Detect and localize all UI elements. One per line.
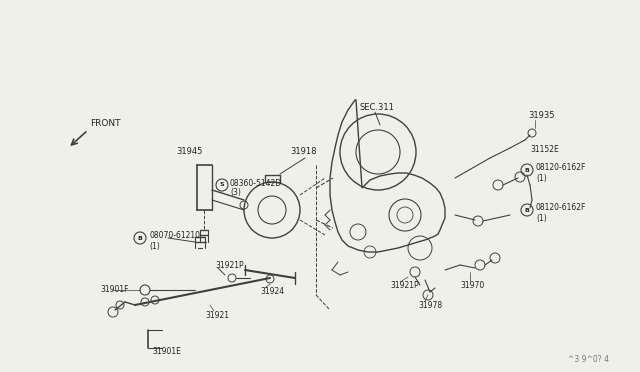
Text: 31918: 31918	[290, 148, 317, 157]
Text: 31924: 31924	[260, 288, 284, 296]
Text: 31970: 31970	[460, 280, 484, 289]
Text: B: B	[525, 167, 529, 173]
Text: 31921P: 31921P	[215, 260, 244, 269]
Text: 31978: 31978	[418, 301, 442, 310]
Text: B: B	[525, 208, 529, 212]
Text: (3): (3)	[230, 189, 241, 198]
Text: 08360-5142D: 08360-5142D	[230, 179, 282, 187]
Text: 31901E: 31901E	[152, 347, 181, 356]
Text: B: B	[138, 235, 143, 241]
Text: ^3 9^0? 4: ^3 9^0? 4	[568, 356, 609, 365]
Text: 31152E: 31152E	[530, 145, 559, 154]
Text: SEC.311: SEC.311	[360, 103, 395, 112]
Text: (1): (1)	[149, 241, 160, 250]
Text: FRONT: FRONT	[90, 119, 120, 128]
Text: 08120-6162F: 08120-6162F	[536, 164, 586, 173]
Text: 31901F: 31901F	[100, 285, 129, 295]
Text: (1): (1)	[536, 173, 547, 183]
Text: 31945: 31945	[176, 148, 202, 157]
Text: 08120-6162F: 08120-6162F	[536, 203, 586, 212]
Text: 31921P: 31921P	[390, 280, 419, 289]
Text: 31935: 31935	[528, 112, 554, 121]
Text: 31921: 31921	[205, 311, 229, 320]
Text: 08070-61210: 08070-61210	[149, 231, 200, 241]
Text: (1): (1)	[536, 214, 547, 222]
Text: S: S	[220, 183, 224, 187]
